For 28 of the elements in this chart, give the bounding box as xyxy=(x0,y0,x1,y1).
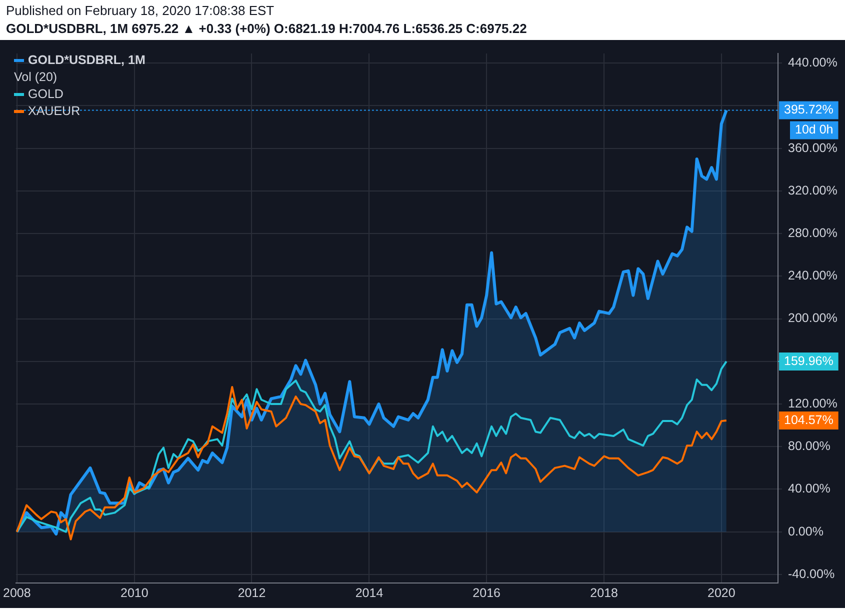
y-tick-label: -40.00% xyxy=(788,566,835,581)
annotation: Vol (20) xyxy=(14,70,58,84)
chart-title: Published on February 18, 2020 17:08:38 EST xyxy=(6,3,274,18)
x-tick-label: 2008 xyxy=(3,586,31,600)
legend-label: GOLD xyxy=(28,87,64,101)
x-tick-label: 2014 xyxy=(355,586,384,600)
y-tick-label: 320.00% xyxy=(788,183,838,198)
text: 10d 0h xyxy=(795,122,834,137)
y-tick-label: 0.00% xyxy=(788,524,824,538)
y-tick-label: 440.00% xyxy=(788,56,838,70)
y-tick-label: 280.00% xyxy=(788,226,838,240)
y-tick-label: 80.00% xyxy=(788,439,830,454)
chart-subtitle: GOLD*USDBRL, 1M 6975.22 ▲ +0.33 (+0%) O:6821.19 H:7004.76 L:6536.25 C:6975.22 xyxy=(6,21,527,36)
y-tick-label: 360.00% xyxy=(788,140,838,155)
y-tick-label: 240.00% xyxy=(788,268,838,283)
legend-label: XAUEUR xyxy=(28,104,80,118)
text: 104.57% xyxy=(784,412,834,427)
x-tick-label: 2010 xyxy=(120,586,148,600)
y-tick-label: 200.00% xyxy=(788,311,838,326)
y-tick-label: 40.00% xyxy=(788,482,830,496)
x-tick-label: 2018 xyxy=(590,586,618,600)
y-tick-label: 120.00% xyxy=(788,396,838,410)
x-tick-label: 2020 xyxy=(708,586,736,600)
x-tick-label: 2012 xyxy=(238,586,266,600)
x-tick-label: 2016 xyxy=(472,586,501,600)
text: 159.96% xyxy=(784,354,834,368)
legend-label: GOLD*USDBRL, 1M xyxy=(28,53,146,67)
ref-line-label: 395.72% xyxy=(784,102,834,117)
